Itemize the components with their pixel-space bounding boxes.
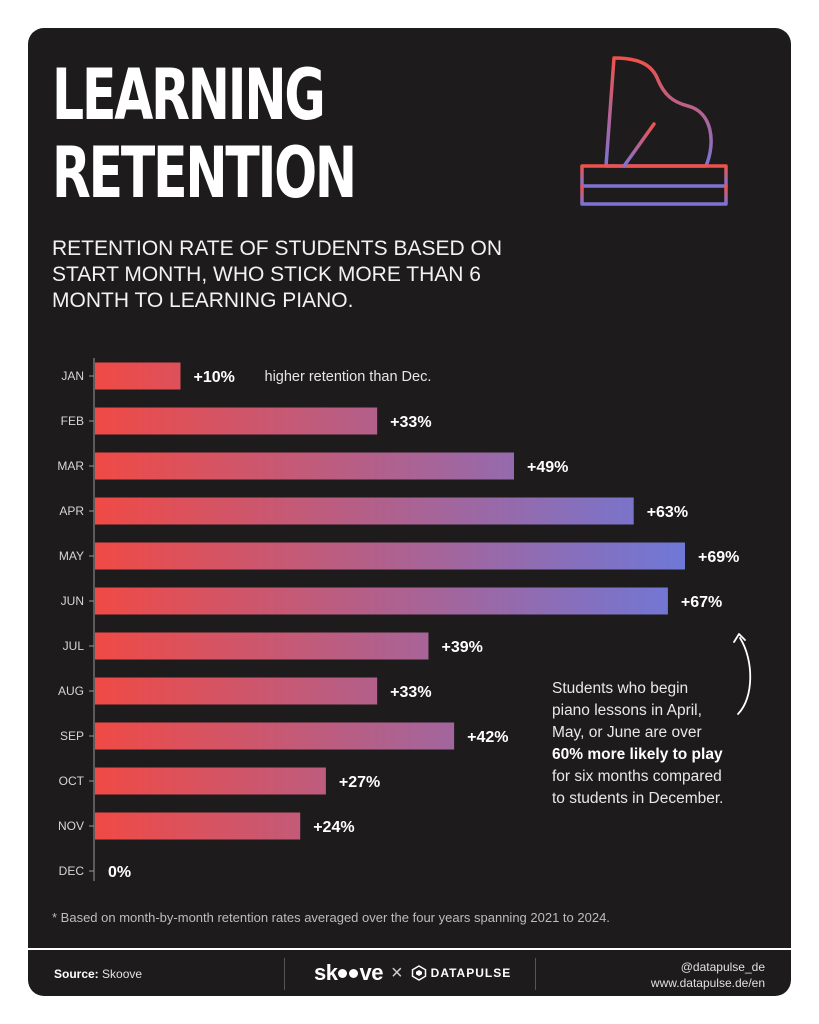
value-label: +33% xyxy=(390,684,431,701)
bar xyxy=(95,812,301,840)
category-label: JUL xyxy=(63,639,85,653)
divider xyxy=(535,958,536,990)
times-symbol: × xyxy=(390,961,403,984)
value-label: 0% xyxy=(108,864,131,881)
footer: Source: Skoove sk ve × DATAPULSE @datapul… xyxy=(28,948,791,996)
callout-line: to students in December. xyxy=(552,790,724,807)
title-line-1: LEARNING xyxy=(52,54,326,136)
subtitle: RETENTION RATE OF STUDENTS BASED ON STAR… xyxy=(52,237,502,312)
category-label: FEB xyxy=(61,414,84,428)
title-line-2: RETENTION xyxy=(52,132,357,214)
category-label: MAY xyxy=(59,549,84,563)
value-label: +24% xyxy=(313,819,354,836)
datapulse-logo-icon xyxy=(411,965,426,981)
bar xyxy=(95,452,514,480)
source-label: Source: xyxy=(54,967,99,981)
category-label: AUG xyxy=(58,684,84,698)
bar xyxy=(95,362,181,390)
category-label: OCT xyxy=(59,774,85,788)
source-value: Skoove xyxy=(102,967,143,981)
value-label: +42% xyxy=(467,729,508,746)
value-label: +33% xyxy=(390,414,431,431)
divider xyxy=(284,958,285,990)
website-url: www.datapulse.de/en xyxy=(650,976,765,990)
social-links: @datapulse_de www.datapulse.de/en xyxy=(651,959,765,991)
category-label: SEP xyxy=(60,729,84,743)
bar xyxy=(95,542,685,570)
source: Source: Skoove xyxy=(54,967,142,981)
bar xyxy=(95,677,378,705)
page-title: LEARNING RETENTION xyxy=(52,54,357,214)
category-label: JAN xyxy=(61,369,84,383)
footnote: * Based on month-by-month retention rate… xyxy=(52,910,610,925)
category-label: APR xyxy=(59,504,84,518)
retention-bar-chart: JAN +10% higher retention than Dec. FEB +33%… xyxy=(57,358,739,881)
callout-line: Students who begin xyxy=(552,680,689,697)
value-label: +10% xyxy=(194,369,235,386)
bar xyxy=(95,497,634,525)
social-handle: @datapulse_de xyxy=(680,960,765,974)
callout-line: for six months compared xyxy=(552,768,722,785)
value-label: +49% xyxy=(527,459,568,476)
brand-logos: sk ve × DATAPULSE xyxy=(314,960,511,986)
curved-arrow-icon xyxy=(733,633,752,715)
value-label: +69% xyxy=(698,549,739,566)
value-label: +39% xyxy=(441,639,482,656)
bar xyxy=(95,587,668,615)
callout-line: piano lessons in April, xyxy=(552,702,702,719)
value-label: +67% xyxy=(681,594,722,611)
callout-line: May, or June are over xyxy=(552,724,702,741)
category-label: DEC xyxy=(59,864,85,878)
callout-text: Students who begin piano lessons in Apri… xyxy=(552,678,752,810)
grand-piano-icon xyxy=(580,56,728,252)
bar xyxy=(95,767,326,795)
bar xyxy=(95,722,455,750)
skoove-logo: sk ve xyxy=(314,960,383,985)
category-label: MAR xyxy=(57,459,84,473)
datapulse-logo: DATAPULSE xyxy=(411,965,512,981)
value-label: +63% xyxy=(647,504,688,521)
callout-highlight: 60% more likely to play xyxy=(552,746,723,763)
bar xyxy=(95,407,378,435)
infographic-card: LEARNING RETENTION RETENTION RATE OF STU… xyxy=(28,28,791,996)
category-label: JUN xyxy=(61,594,84,608)
value-label: +27% xyxy=(339,774,380,791)
category-label: NOV xyxy=(58,819,84,833)
bar-annotation: higher retention than Dec. xyxy=(265,369,432,385)
bar xyxy=(95,632,429,660)
